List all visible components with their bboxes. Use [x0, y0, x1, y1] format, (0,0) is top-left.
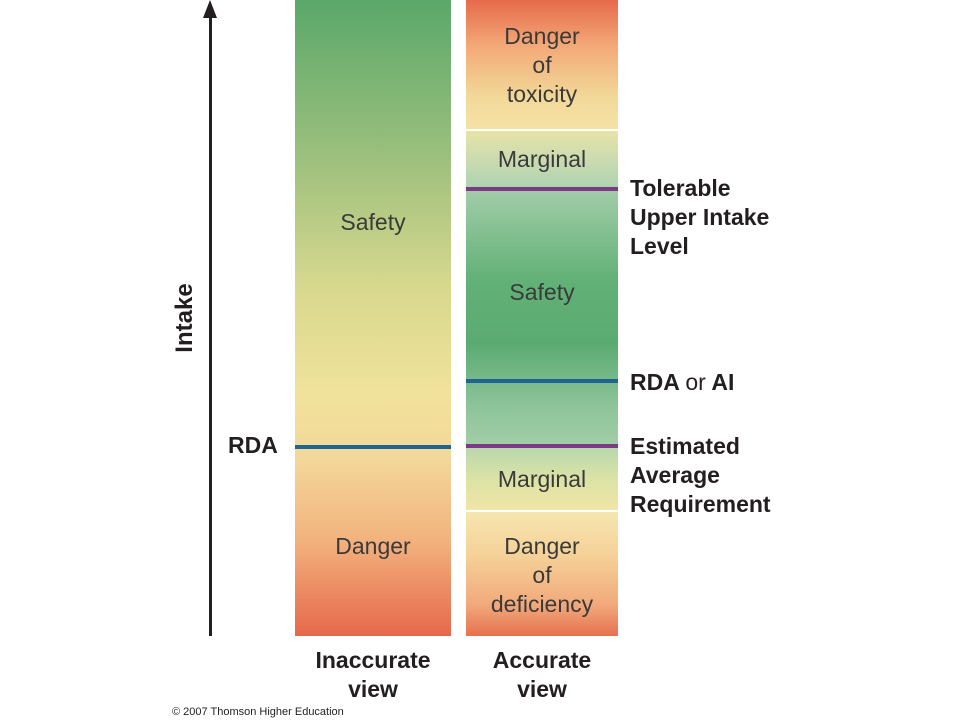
rda-ai-rda: RDA [630, 369, 679, 395]
ul-line [466, 187, 618, 191]
inaccurate-rda-label: RDA [228, 432, 278, 458]
accurate-view-column: Danger of toxicity Marginal Safety Margi… [466, 0, 618, 636]
deficiency-divider [466, 510, 618, 512]
marginal-top-zone [466, 131, 618, 190]
ear-line [466, 444, 618, 448]
rda-ai-line [466, 379, 618, 383]
axis-label: Intake [171, 283, 198, 353]
axis-arrowhead [203, 0, 217, 18]
inaccurate-safety-label: Safety [340, 209, 406, 235]
deficiency-label: Danger of deficiency [490, 533, 594, 617]
inaccurate-danger-label: Danger [335, 533, 411, 559]
inaccurate-view-footer: Inaccurate view [315, 647, 431, 702]
toxicity-zone [466, 0, 618, 129]
accurate-safety-label: Safety [509, 279, 575, 305]
marginal-top-label: Marginal [497, 146, 587, 172]
ul-label: Tolerable Upper Intake Level [630, 175, 770, 259]
rda-ai-label: RDA or AI [630, 368, 734, 397]
marginal-bottom-zone [466, 446, 618, 510]
marginal-bottom-label: Marginal [497, 466, 587, 492]
inaccurate-rda-line [295, 445, 451, 449]
ear-label: Estimated Average Requirement [630, 433, 771, 517]
accurate-view-footer: Accurate view [492, 647, 592, 702]
inaccurate-view-column: Safety Danger [295, 0, 451, 636]
safety-zone [466, 190, 618, 446]
deficiency-zone [466, 512, 618, 636]
rda-ai-or: or [685, 369, 706, 395]
toxicity-divider [466, 129, 618, 131]
copyright-notice: © 2007 Thomson Higher Education [172, 706, 344, 718]
toxicity-label: Danger of toxicity [504, 23, 580, 107]
intake-axis [209, 12, 212, 636]
rda-ai-ai: AI [711, 369, 735, 395]
